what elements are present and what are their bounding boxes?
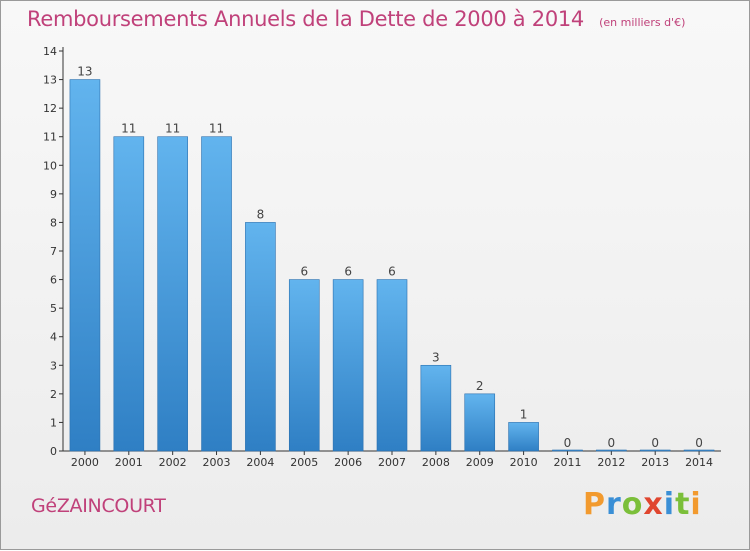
bar [639,449,671,452]
x-tick-label: 2004 [246,456,274,469]
logo-letter: P [583,487,606,522]
logo-letter: i [690,487,702,522]
chart-subtitle: (en milliers d'€) [599,16,686,29]
data-label: 11 [165,122,180,136]
bar [420,364,452,452]
data-label: 3 [432,350,440,364]
x-tick-label: 2010 [510,456,538,469]
y-tick-label: 8 [50,216,57,229]
commune-name: GéZAINCOURT [31,495,166,517]
bar [552,449,583,452]
bar [376,279,408,452]
labels: 2000132001112002112003112004820056200662… [71,65,713,469]
data-label: 6 [388,265,396,279]
logo-letter: i [663,487,676,522]
logo-letter: x [643,487,664,522]
data-label: 1 [520,407,528,421]
x-tick-label: 2002 [159,456,187,469]
y-tick-label: 4 [50,331,57,344]
x-tick-label: 2014 [685,456,713,469]
logo-letter: r [606,487,622,522]
bar [596,449,627,452]
bar [508,422,539,452]
bar [113,136,145,452]
data-label: 0 [608,436,616,450]
data-label: 8 [257,207,265,221]
x-tick-label: 2005 [290,456,318,469]
y-tick-label: 10 [43,159,57,172]
y-tick-label: 7 [50,245,57,258]
x-tick-label: 2001 [115,456,143,469]
data-label: 2 [476,379,484,393]
y-tick-label: 1 [50,416,57,429]
y-tick-label: 2 [50,388,57,401]
bar [464,393,496,452]
data-label: 0 [651,436,659,450]
y-tick-label: 5 [50,302,57,315]
bar [69,79,101,452]
y-tick-label: 0 [50,445,57,458]
x-tick-label: 2009 [466,456,494,469]
y-tick-label: 6 [50,274,57,287]
data-label: 0 [564,436,572,450]
bar [245,222,276,452]
data-label: 6 [344,265,352,279]
y-tick-label: 9 [50,188,57,201]
y-tick-label: 3 [50,359,57,372]
bar [332,279,364,452]
logo-letter: o [621,487,644,522]
x-tick-label: 2011 [553,456,581,469]
x-tick-label: 2008 [422,456,450,469]
x-tick-label: 2000 [71,456,99,469]
data-label: 0 [695,436,703,450]
x-tick-label: 2012 [597,456,625,469]
x-tick-label: 2003 [203,456,231,469]
x-tick-label: 2006 [334,456,362,469]
data-label: 11 [121,122,136,136]
title-row: Remboursements Annuels de la Dette de 20… [27,7,685,31]
x-tick-label: 2013 [641,456,669,469]
bar [201,136,232,452]
x-tick-label: 2007 [378,456,406,469]
y-tick-label: 14 [43,45,57,58]
data-label: 13 [77,65,92,79]
y-tick-label: 13 [43,74,57,87]
chart-title: Remboursements Annuels de la Dette de 20… [27,7,584,31]
proxiti-logo: Proxiti [583,487,702,522]
y-tick-label: 12 [43,102,57,115]
bar [157,136,188,452]
y-tick-label: 11 [43,131,57,144]
data-label: 11 [209,122,224,136]
bar [288,279,320,452]
bar [683,449,715,452]
bars [69,79,715,452]
data-label: 6 [300,265,308,279]
logo-letter: t [675,487,691,522]
